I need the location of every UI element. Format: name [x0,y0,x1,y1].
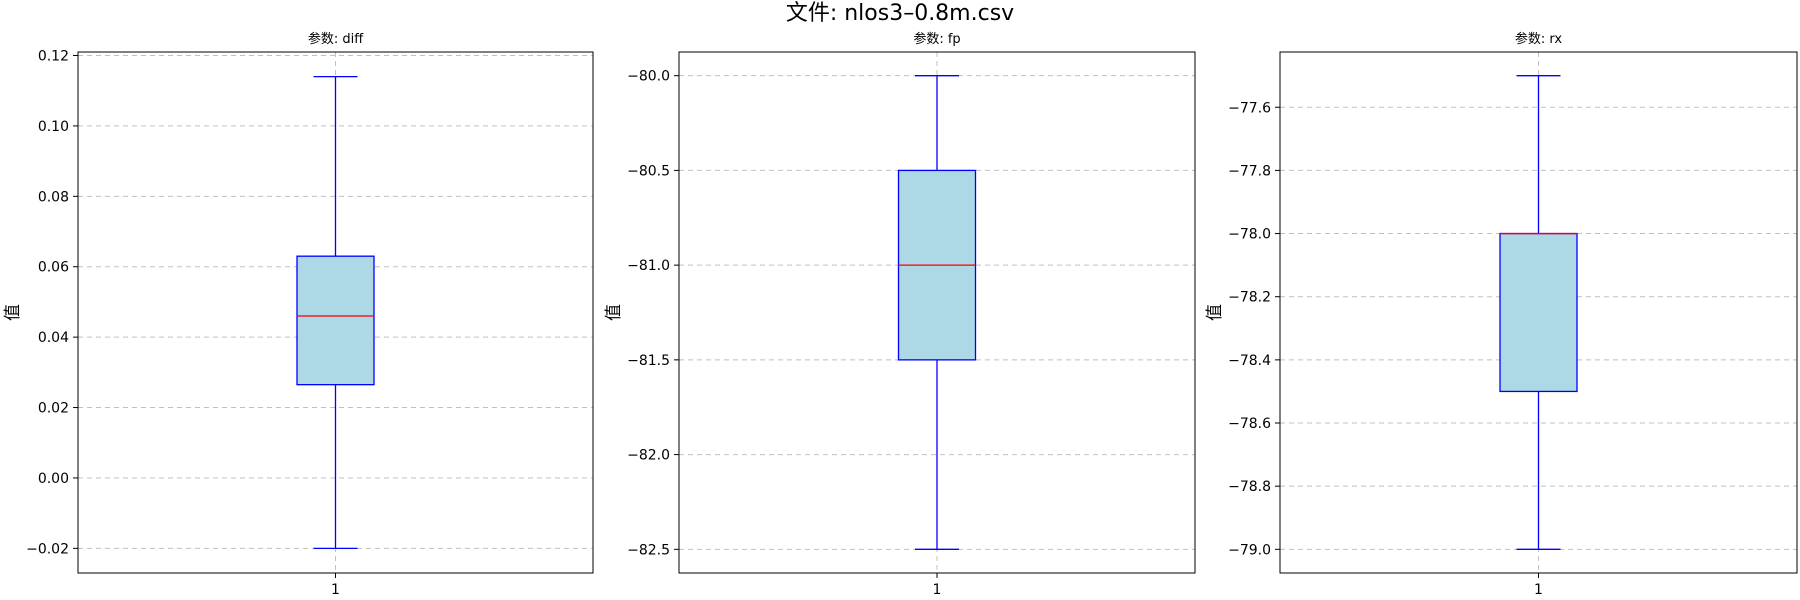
y-tick-label: −78.2 [1228,290,1271,306]
box-iqr [1499,232,1578,393]
y-tick-label: 0.10 [38,119,69,135]
x-tick-label: 1 [933,582,942,598]
y-axis-label: 值 [1205,304,1225,321]
y-tick-label: −82.5 [627,542,670,558]
y-tick-label: −80.5 [627,163,670,179]
y-tick-label: −78.6 [1228,416,1271,432]
y-tick-label: −79.0 [1228,542,1271,558]
figure-title: 文件: nlos3–0.8m.csv [786,1,1014,26]
y-tick-label: −80.0 [627,69,670,85]
y-tick-label: 0.00 [38,471,69,487]
y-tick-label: 0.06 [38,260,69,276]
x-tick-label: 1 [331,582,340,598]
subplot-2: −82.5 −82.0 −81.5 −81.0 −80.5 −80.0 1 参数: fp 值 [604,31,1196,598]
y-tick-label: −0.02 [26,541,69,557]
y-tick-label: −81.0 [627,258,670,274]
y-tick-label: −82.0 [627,448,670,464]
y-tick-label: −78.0 [1228,227,1271,243]
subplot-title: 参数: fp [913,31,960,47]
subplot-3: −79.0 −78.8 −78.6 −78.4 −78.2 −78.0 −77.8 −77.6… [1205,31,1798,598]
y-axis-label: 值 [604,304,624,321]
y-tick-label: −78.8 [1228,479,1271,495]
box-iqr [296,255,375,386]
y-tick-label: 0.12 [38,49,69,65]
subplots: −0.02 0.00 0.02 0.04 0.06 0.08 0.10 0.12 1 参数: di… [3,31,1798,598]
y-tick-label: 0.02 [38,401,69,417]
y-tick-label: −77.6 [1228,100,1271,116]
subplot-title: 参数: diff [308,31,364,47]
y-tick-label: −77.8 [1228,163,1271,179]
x-tick-label: 1 [1534,582,1543,598]
subplot-title: 参数: rx [1515,31,1563,47]
y-tick-label: −81.5 [627,353,670,369]
y-tick-label: 0.08 [38,189,69,205]
y-tick-label: 0.04 [38,330,69,346]
y-tick-label: −78.4 [1228,353,1271,369]
y-axis-label: 值 [3,304,23,321]
subplot-1: −0.02 0.00 0.02 0.04 0.06 0.08 0.10 0.12 1 参数: di… [3,31,594,598]
